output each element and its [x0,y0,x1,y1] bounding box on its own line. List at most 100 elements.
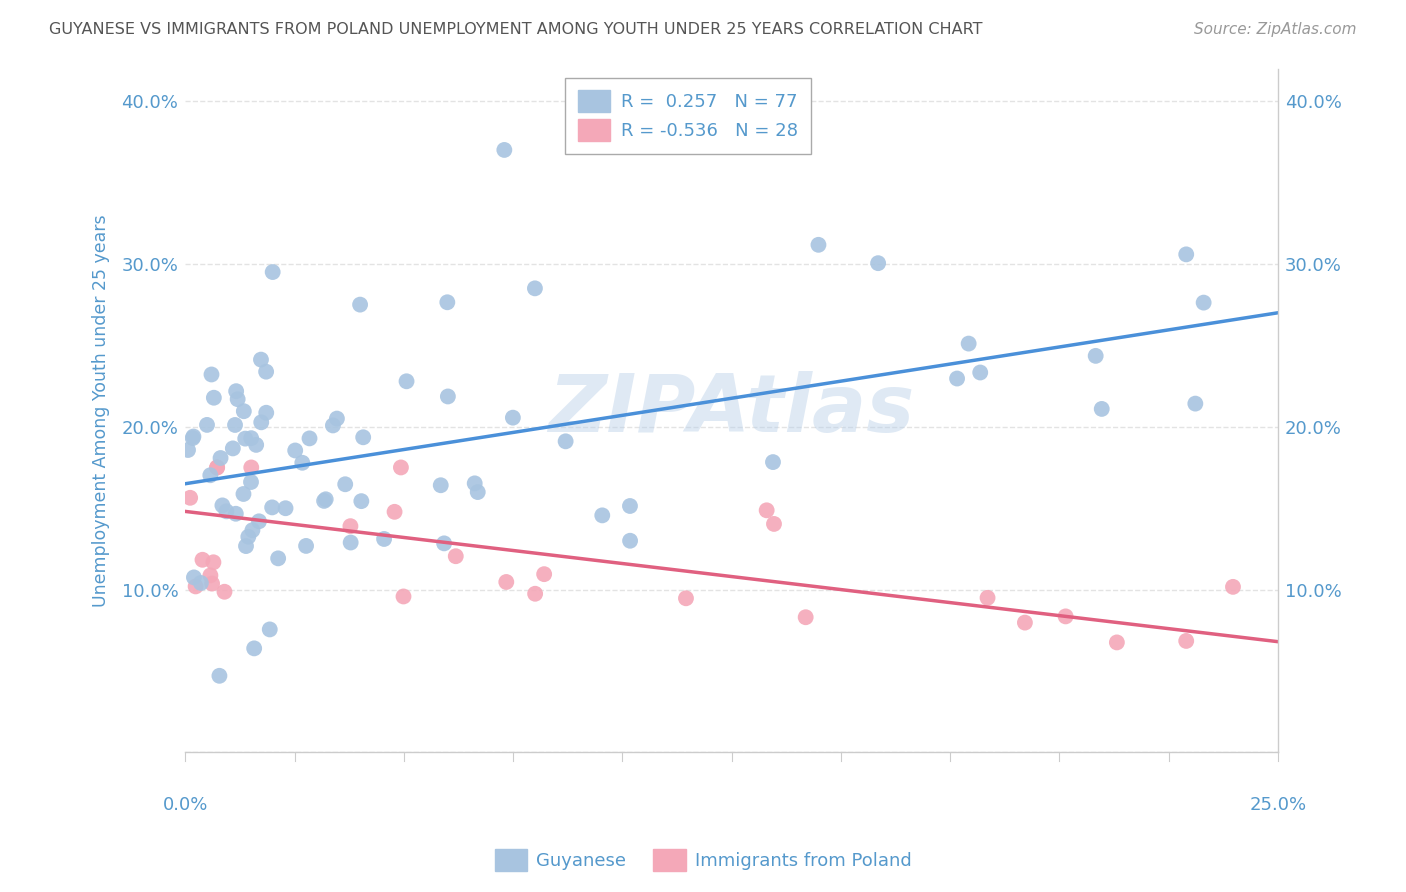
Point [591,508,613,523]
Point [326,411,349,425]
Y-axis label: Unemployment Among Youth under 25 years: Unemployment Among Youth under 25 years [93,214,110,607]
Point [262,265,284,279]
Point [235,539,257,553]
Point [200,368,222,382]
Point [298,431,321,445]
Point [254,365,277,379]
Point [1184,396,1206,410]
Point [254,406,277,420]
Point [467,485,489,500]
Point [314,494,336,508]
Point [524,587,547,601]
Point [494,143,516,157]
Point [1175,247,1198,261]
Point [969,366,991,380]
Point [259,623,281,637]
Point [208,669,231,683]
Point [233,432,256,446]
Point [267,551,290,566]
Point [1091,401,1114,416]
Point [240,460,263,475]
Point [247,514,270,528]
Legend: Guyanese, Immigrants from Poland: Guyanese, Immigrants from Poland [488,842,918,879]
Point [976,591,998,605]
Point [1084,349,1107,363]
Point [205,460,228,475]
Point [495,574,517,589]
Point [352,430,374,444]
Point [619,499,641,513]
Point [429,478,451,492]
Point [232,404,254,418]
Point [205,460,228,475]
Point [181,431,204,445]
Point [1192,295,1215,310]
Point [675,591,697,606]
Point [807,237,830,252]
Point [243,641,266,656]
Point [190,576,212,591]
Point [250,415,273,429]
Point [1222,580,1244,594]
Point [222,442,245,456]
Point [202,391,225,405]
Point [868,256,890,270]
Point [523,281,546,295]
Point [201,576,224,591]
Point [1014,615,1036,630]
Point [179,491,201,505]
Point [211,499,233,513]
Point [177,442,200,457]
Point [226,392,249,407]
Point [464,476,486,491]
Point [291,456,314,470]
Point [437,389,460,403]
Text: Source: ZipAtlas.com: Source: ZipAtlas.com [1194,22,1357,37]
Point [433,536,456,550]
Point [755,503,778,517]
Point [225,507,247,521]
Point [238,530,260,544]
Point [1175,634,1198,648]
Point [245,438,267,452]
Point [957,336,980,351]
Point [214,584,236,599]
Point [444,549,467,564]
Point [339,519,361,533]
Point [533,567,555,582]
Legend: R =  0.257   N = 77, R = -0.536   N = 28: R = 0.257 N = 77, R = -0.536 N = 28 [565,78,811,154]
Point [215,504,238,518]
Point [262,500,284,515]
Point [1105,635,1128,649]
Point [335,477,357,491]
Point [195,417,218,432]
Point [183,429,205,443]
Point [502,410,524,425]
Point [209,450,232,465]
Point [232,487,254,501]
Text: 25.0%: 25.0% [1250,797,1306,814]
Point [392,590,415,604]
Point [762,516,785,531]
Point [200,468,222,483]
Point [339,535,361,549]
Point [794,610,817,624]
Point [373,532,395,546]
Point [200,568,222,582]
Point [389,460,412,475]
Point [395,374,418,388]
Point [240,431,263,445]
Point [349,298,371,312]
Point [242,523,264,537]
Text: ZIPAtlas: ZIPAtlas [548,371,915,450]
Point [240,475,263,489]
Point [350,494,373,508]
Point [224,417,246,432]
Point [554,434,576,449]
Point [202,555,225,569]
Point [274,501,297,516]
Point [762,455,785,469]
Point [946,371,969,385]
Point [322,418,344,433]
Point [184,579,207,593]
